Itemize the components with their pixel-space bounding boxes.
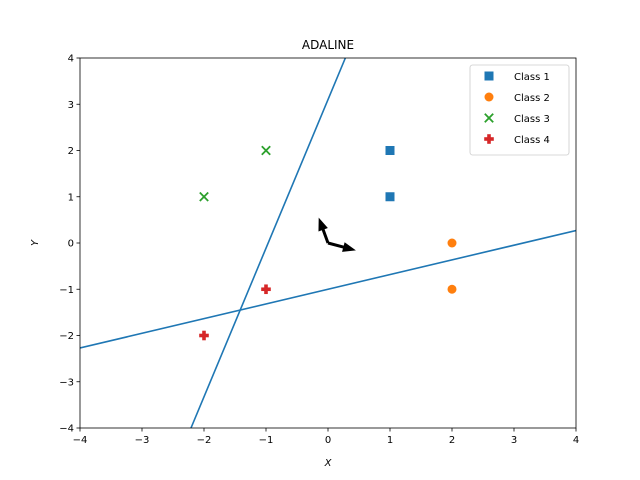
y-tick-label: 3 [68,100,74,111]
y-tick-label: −1 [59,285,74,296]
marker-stroke [484,113,494,123]
legend-marker-class-1 [484,71,494,81]
weight-arrow [327,241,356,252]
y-tick-label: 4 [68,54,74,65]
x-tick-label: −2 [197,435,212,446]
x-tick-label: 1 [387,435,393,446]
x-tick-label: −1 [259,435,274,446]
y-axis-label: Y [30,239,41,246]
y-tick-label: 1 [68,192,74,203]
x-tick-label: −3 [135,435,150,446]
marker-bar [202,330,206,341]
legend-marker-class-2 [484,92,494,102]
legend-label: Class 3 [514,114,550,125]
marker-bar [264,284,268,295]
x-tick-label: 3 [511,435,517,446]
x-axis-label: X [324,458,333,469]
data-point-class-1 [385,146,395,155]
data-point-class-3 [199,191,209,202]
marker-bar [487,134,491,144]
legend-label: Class 1 [514,72,550,83]
decision-line [190,58,347,428]
data-point-class-4 [261,284,271,295]
data-point-class-2 [447,238,457,248]
legend-marker-class-4 [484,134,494,144]
legend-label: Class 4 [514,135,550,146]
y-tick-label: 2 [68,146,74,157]
x-tick-label: 0 [325,435,331,446]
marker-stroke [261,145,271,156]
data-point-class-3 [261,145,271,156]
y-tick-label: −2 [59,331,74,342]
legend-label: Class 2 [514,93,550,104]
weight-arrow [318,217,330,244]
y-tick-label: −4 [59,424,74,435]
legend-marker-class-3 [484,113,494,123]
legend: Class 1 Class 2 Class 3 Class 4 [469,64,570,156]
x-tick-label: 2 [449,435,455,446]
data-point-class-1 [385,192,395,202]
x-tick-label: 4 [573,435,579,446]
x-tick-label: −4 [73,435,88,446]
legend-frame [469,64,570,156]
decision-line [80,229,576,349]
data-point-class-2 [447,284,457,294]
chart-title: ADALINE [302,38,354,52]
marker-stroke [199,191,209,202]
y-tick-label: −3 [59,377,74,388]
y-tick-label: 0 [68,239,74,250]
data-point-class-4 [199,330,209,341]
